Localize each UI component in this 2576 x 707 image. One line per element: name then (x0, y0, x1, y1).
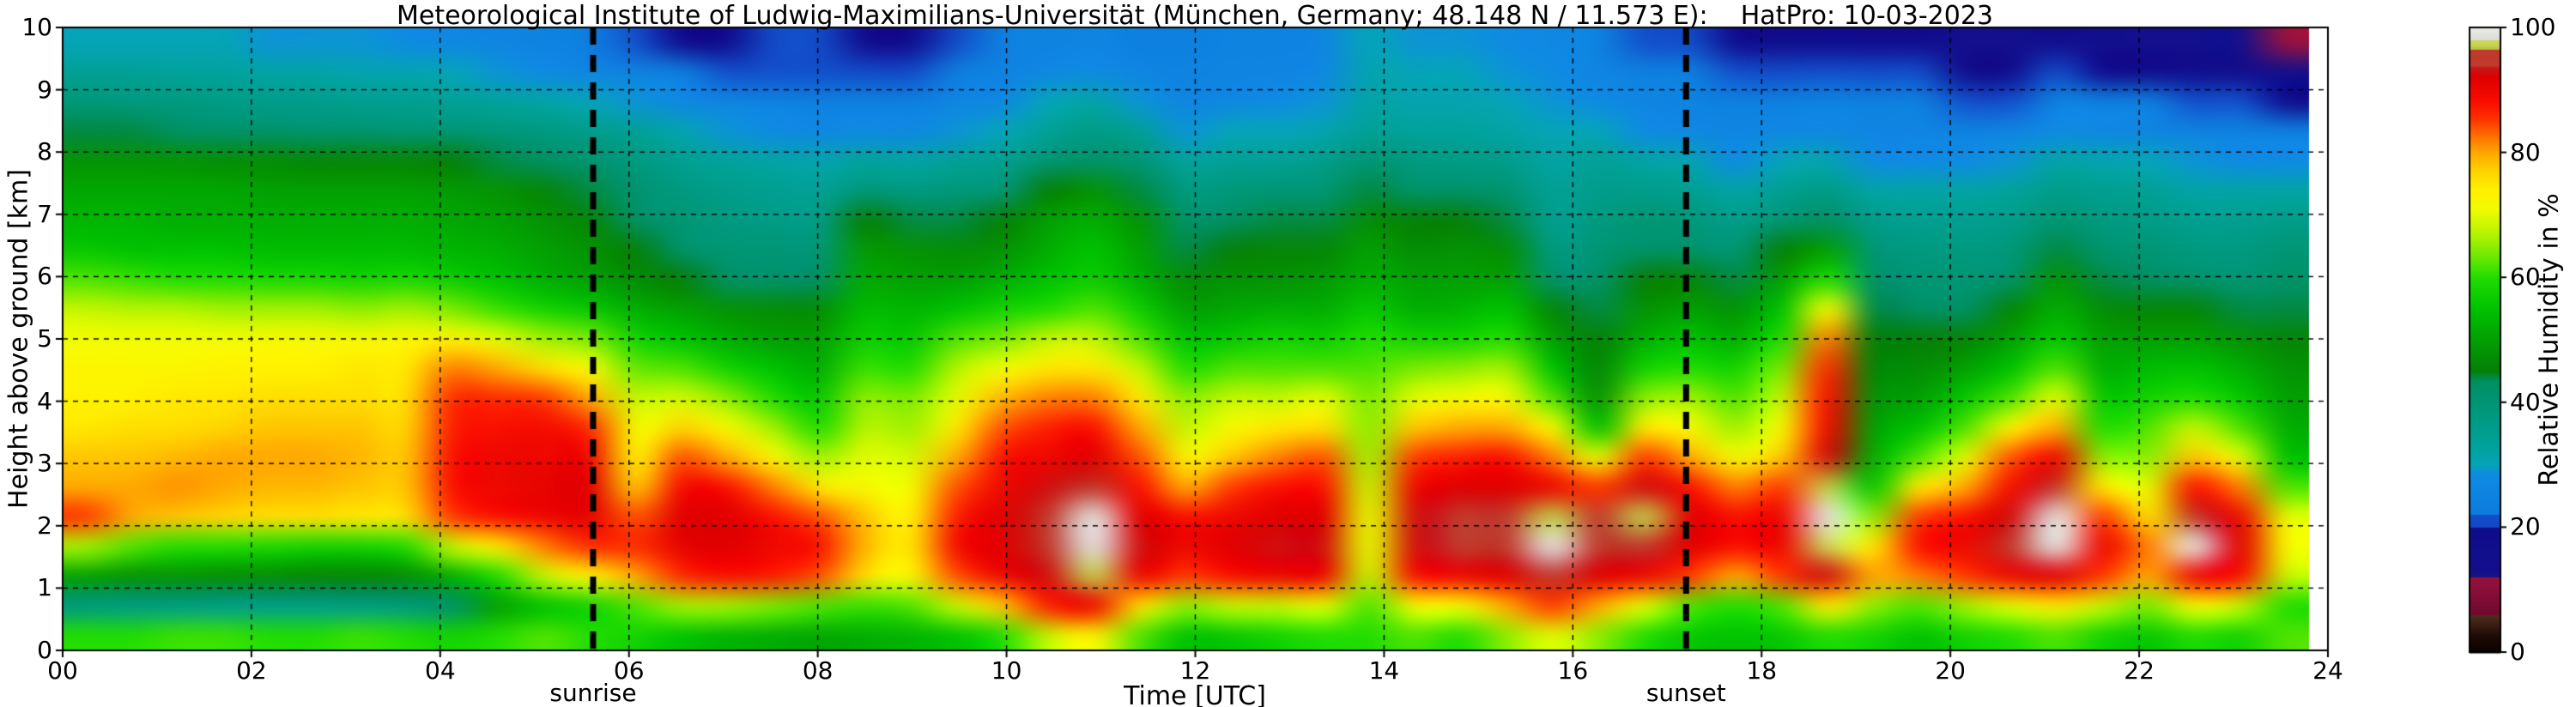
x-tick-label: 14 (1368, 656, 1400, 685)
colorbar-tick-label: 80 (2510, 137, 2541, 166)
y-tick-label: 3 (37, 449, 52, 478)
y-tick-label: 8 (37, 137, 52, 166)
x-tick-label: 04 (425, 656, 456, 685)
sunset-annotation-label: sunset (1646, 679, 1726, 707)
colorbar-tick-label: 60 (2510, 263, 2541, 292)
y-tick-label: 9 (37, 75, 52, 104)
x-tick-label: 00 (47, 656, 78, 685)
y-tick-label: 4 (37, 386, 52, 415)
page-title: Meteorological Institute of Ludwig-Maxim… (396, 1, 1994, 31)
colorbar-tick-label: 0 (2510, 638, 2525, 666)
x-tick-label: 10 (991, 656, 1022, 685)
colorbar-label: Relative Humidity in % (2534, 193, 2565, 486)
y-tick-label: 6 (37, 262, 52, 291)
colorbar-tick-label: 20 (2510, 512, 2541, 541)
x-tick-label: 06 (613, 656, 645, 685)
x-tick-label: 08 (802, 656, 833, 685)
y-tick-label: 1 (37, 573, 52, 602)
y-tick-label: 10 (21, 13, 52, 41)
x-tick-label: 02 (236, 656, 267, 685)
x-tick-label: 20 (1935, 656, 1966, 685)
x-tick-label: 12 (1179, 656, 1211, 685)
y-tick-label: 2 (37, 511, 52, 540)
colorbar-tick-label: 100 (2510, 13, 2556, 41)
x-tick-label: 16 (1557, 656, 1589, 685)
y-tick-label: 7 (37, 199, 52, 228)
x-tick-label: 24 (2312, 656, 2343, 685)
y-tick-label: 5 (37, 324, 52, 353)
x-tick-label: 22 (2124, 656, 2155, 685)
x-tick-label: 18 (1746, 656, 1778, 685)
y-tick-label: 0 (37, 636, 52, 664)
x-axis-label: Time [UTC] (1124, 681, 1266, 707)
colorbar-tick-label: 40 (2510, 387, 2541, 416)
sunrise-annotation-label: sunrise (549, 679, 637, 707)
